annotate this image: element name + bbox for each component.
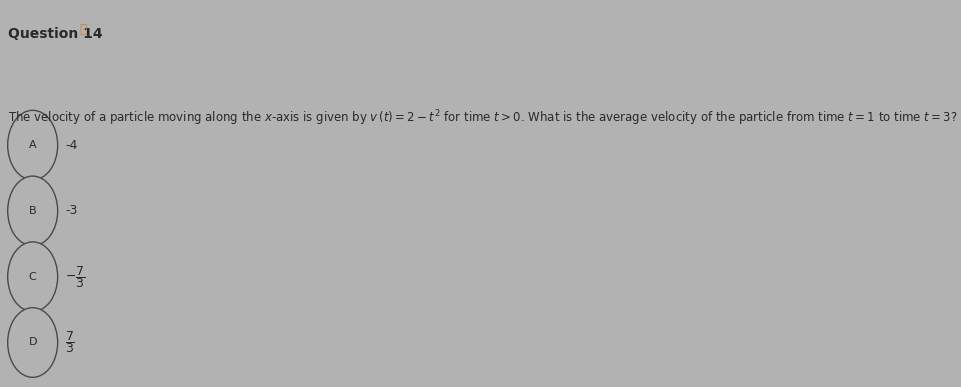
Text: B: B bbox=[29, 206, 37, 216]
Text: Question 14: Question 14 bbox=[8, 27, 102, 41]
Text: -3: -3 bbox=[65, 204, 78, 217]
Text: $\dfrac{7}{3}$: $\dfrac{7}{3}$ bbox=[65, 330, 75, 355]
Ellipse shape bbox=[8, 308, 58, 377]
Text: -4: -4 bbox=[65, 139, 78, 152]
Text: D: D bbox=[29, 337, 37, 348]
Text: $-\dfrac{7}{3}$: $-\dfrac{7}{3}$ bbox=[65, 264, 86, 289]
Ellipse shape bbox=[8, 110, 58, 180]
Text: A: A bbox=[29, 140, 37, 150]
Text: The velocity of a particle moving along the $x$-axis is given by $v\,(t) = 2 - t: The velocity of a particle moving along … bbox=[8, 108, 957, 128]
Ellipse shape bbox=[8, 176, 58, 246]
Text: C: C bbox=[29, 272, 37, 282]
Ellipse shape bbox=[8, 242, 58, 312]
Text: 🔖: 🔖 bbox=[80, 23, 87, 36]
